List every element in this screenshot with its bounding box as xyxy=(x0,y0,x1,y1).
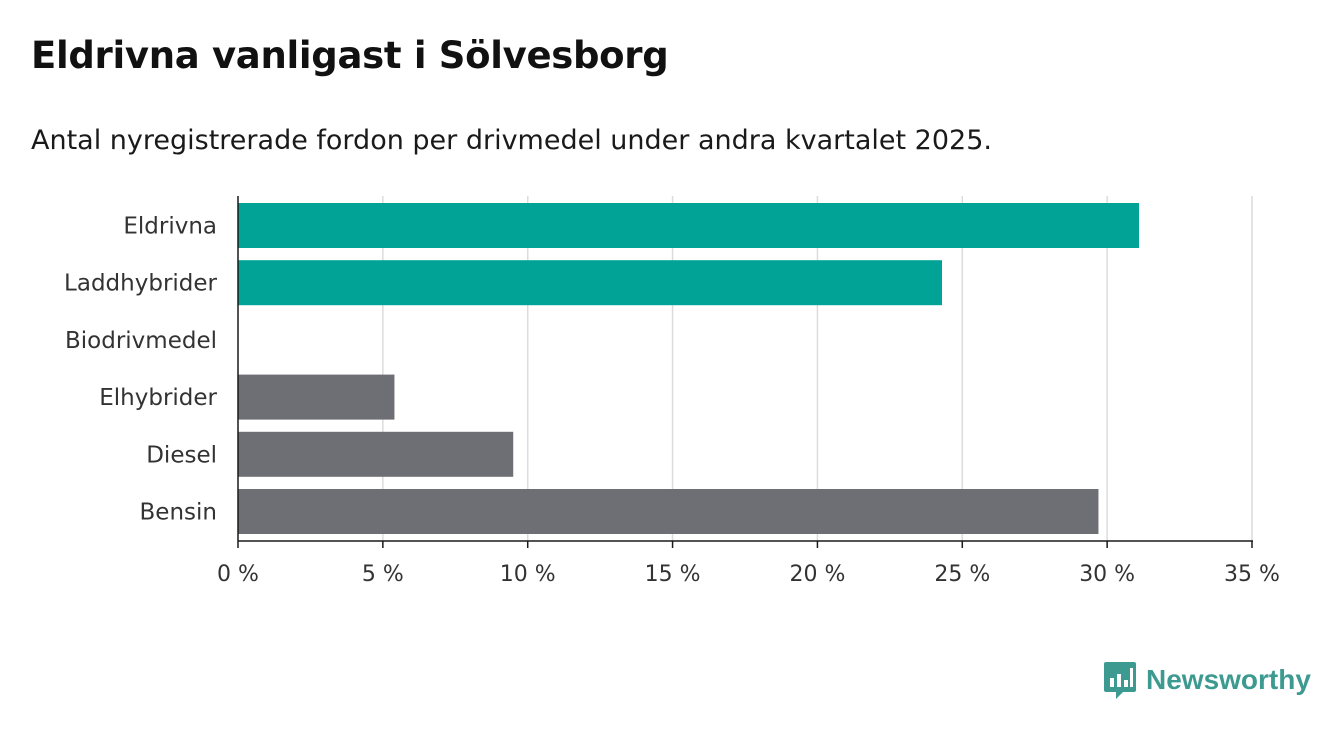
x-tick-label: 5 % xyxy=(362,562,404,587)
x-tick-label: 20 % xyxy=(789,562,845,587)
x-tick-label: 30 % xyxy=(1079,562,1135,587)
x-tick-label: 0 % xyxy=(217,562,259,587)
category-label: Biodrivmedel xyxy=(65,328,217,354)
brand-name: Newsworthy xyxy=(1146,664,1311,695)
bar xyxy=(238,260,943,306)
category-label: Elhybrider xyxy=(99,385,217,411)
chart-subtitle: Antal nyregistrerade fordon per drivmede… xyxy=(31,125,992,156)
bar xyxy=(238,489,1099,534)
chart-title: Eldrivna vanligast i Sölvesborg xyxy=(31,34,669,77)
newsworthy-logo: Newsworthy xyxy=(1103,660,1311,700)
category-label: Eldrivna xyxy=(123,214,217,240)
x-tick-label: 35 % xyxy=(1224,562,1280,587)
x-tick-label: 10 % xyxy=(500,562,556,587)
bar-chart-speech-bubble-icon xyxy=(1104,662,1136,699)
category-label: Laddhybrider xyxy=(64,271,217,297)
category-label: Diesel xyxy=(146,442,217,468)
bar xyxy=(238,431,514,477)
bar xyxy=(238,203,1140,248)
x-tick-label: 15 % xyxy=(645,562,701,587)
x-tick-label: 25 % xyxy=(934,562,990,587)
bar xyxy=(238,374,395,420)
category-label: Bensin xyxy=(140,500,217,526)
